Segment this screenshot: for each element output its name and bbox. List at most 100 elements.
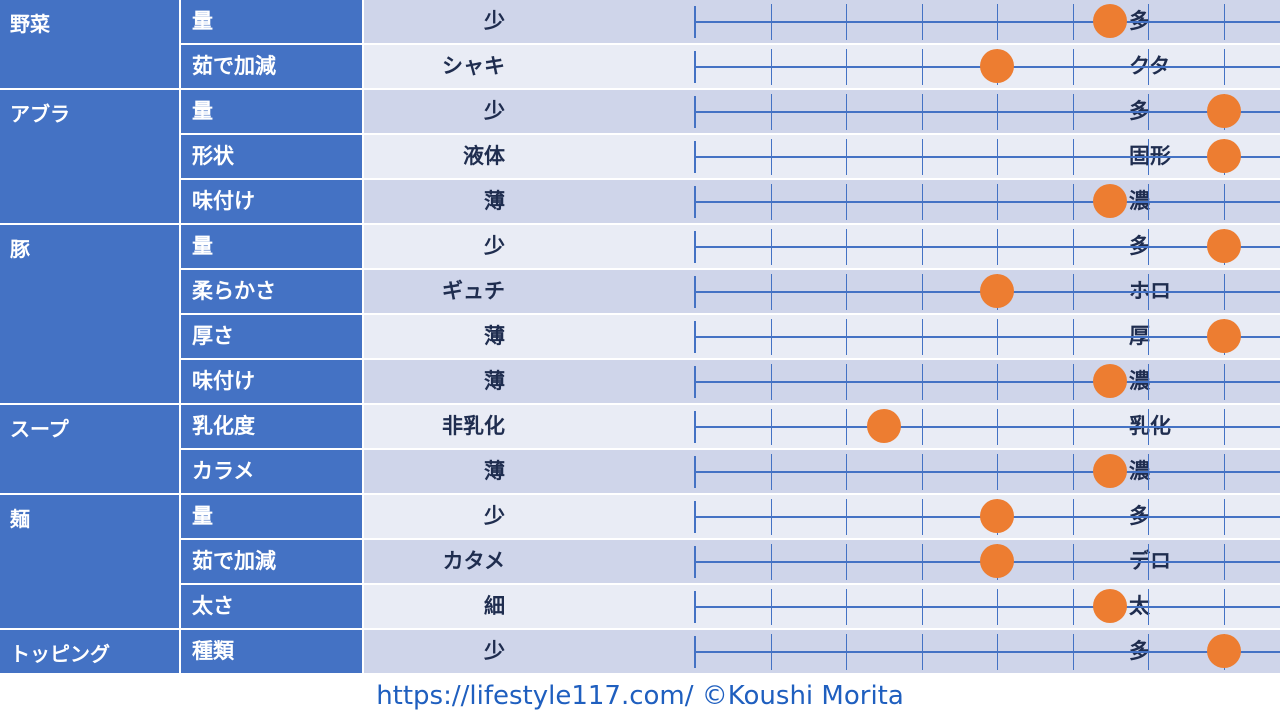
scale-left-label: カタメ (442, 549, 505, 573)
scale-tick (1223, 49, 1225, 85)
scale-tick (921, 409, 923, 445)
scale-tick (997, 364, 998, 400)
item-label: 太さ (181, 585, 362, 628)
rating-marker (866, 409, 901, 443)
rating-row: 茹で加減 シャキ クタ (181, 45, 1280, 88)
item-label: 茹で加減 (181, 45, 362, 88)
scale-tick (1148, 49, 1149, 85)
scale-track (694, 0, 1280, 43)
scale-tick (770, 319, 772, 355)
scale-end-cap (694, 591, 696, 623)
scale-tick (921, 49, 923, 85)
rating-marker (1093, 364, 1128, 398)
item-label: 乳化度 (181, 405, 362, 448)
scale-tick (921, 184, 923, 220)
scale-tick (846, 544, 847, 580)
item-label: 量 (181, 225, 362, 268)
rating-lane: 薄濃 (364, 360, 1280, 403)
scale-tick (1148, 319, 1149, 355)
rating-row: 量少多 (181, 0, 1280, 43)
scale-tick (770, 409, 772, 445)
scale-tick (1072, 454, 1074, 490)
rating-marker (980, 499, 1014, 533)
scale-tick (1072, 94, 1074, 130)
item-label: 柔らかさ (181, 270, 362, 313)
scale-tick (770, 229, 772, 265)
item-label: 茹で加減 (181, 540, 362, 583)
scale-tick (997, 4, 998, 40)
scale-tick (770, 454, 772, 490)
scale-tick (846, 364, 847, 400)
rating-row: カラメ薄濃 (181, 450, 1280, 493)
scale-track (694, 540, 1280, 583)
item-label: 味付け (181, 360, 362, 403)
scale-tick (997, 94, 998, 130)
scale-tick (1223, 589, 1225, 625)
scale-track (694, 630, 1280, 673)
scale-tick (846, 409, 847, 445)
scale-track (694, 495, 1280, 538)
scale-tick (770, 364, 772, 400)
scale-tick (1148, 409, 1149, 445)
item-label: 種類 (181, 630, 362, 673)
scale-tick (1072, 139, 1074, 175)
scale-line (695, 336, 1280, 338)
scale-tick (921, 454, 923, 490)
rating-row: 味付け薄濃 (181, 180, 1280, 223)
scale-track (694, 450, 1280, 493)
scale-tick (1223, 274, 1225, 310)
scale-track (694, 270, 1280, 313)
scale-left-label: 薄 (484, 459, 505, 483)
rating-row: 茹で加減 カタメ デロ (181, 540, 1280, 583)
scale-tick (1148, 274, 1149, 310)
scale-tick (770, 49, 772, 85)
scale-tick (921, 544, 923, 580)
scale-line (695, 381, 1280, 383)
scale-tick (1072, 274, 1074, 310)
rating-lane: ギュチ ホロ (364, 270, 1280, 313)
scale-end-cap (694, 96, 696, 128)
scale-tick (1148, 544, 1149, 580)
scale-tick (1072, 184, 1074, 220)
scale-tick (1148, 364, 1149, 400)
scale-tick (770, 634, 772, 670)
scale-tick (921, 634, 923, 670)
scale-end-cap (694, 51, 696, 83)
rating-row: 柔らかさ ギュチ ホロ (181, 270, 1280, 313)
scale-left-label: 薄 (484, 189, 505, 213)
scale-tick (770, 274, 772, 310)
scale-tick (846, 319, 847, 355)
scale-tick (1072, 499, 1074, 535)
rating-lane: 少多 (364, 90, 1280, 133)
scale-tick (921, 589, 923, 625)
category-label: 豚 (0, 225, 179, 405)
scale-tick (1072, 364, 1074, 400)
scale-end-cap (694, 501, 696, 533)
rating-marker (1206, 319, 1241, 353)
item-label: 量 (181, 90, 362, 133)
scale-end-cap (694, 6, 696, 38)
scale-end-cap (694, 186, 696, 218)
scale-tick (1148, 184, 1149, 220)
scale-line (695, 246, 1280, 248)
rating-marker (1093, 454, 1128, 488)
rating-marker (980, 544, 1014, 578)
scale-end-cap (694, 321, 696, 353)
scale-tick (1148, 589, 1149, 625)
rating-lane: 少多 (364, 630, 1280, 673)
scale-tick (1072, 589, 1074, 625)
scale-tick (1072, 634, 1074, 670)
scale-end-cap (694, 636, 696, 668)
scale-track (694, 180, 1280, 223)
scale-tick (997, 319, 998, 355)
scale-tick (770, 94, 772, 130)
scale-track (694, 225, 1280, 268)
item-label: 形状 (181, 135, 362, 178)
scale-track (694, 90, 1280, 133)
scale-tick (921, 364, 923, 400)
scale-line (695, 111, 1280, 113)
rating-marker (1206, 94, 1241, 128)
scale-tick (846, 274, 847, 310)
scale-tick (1072, 319, 1074, 355)
scale-tick (921, 4, 923, 40)
